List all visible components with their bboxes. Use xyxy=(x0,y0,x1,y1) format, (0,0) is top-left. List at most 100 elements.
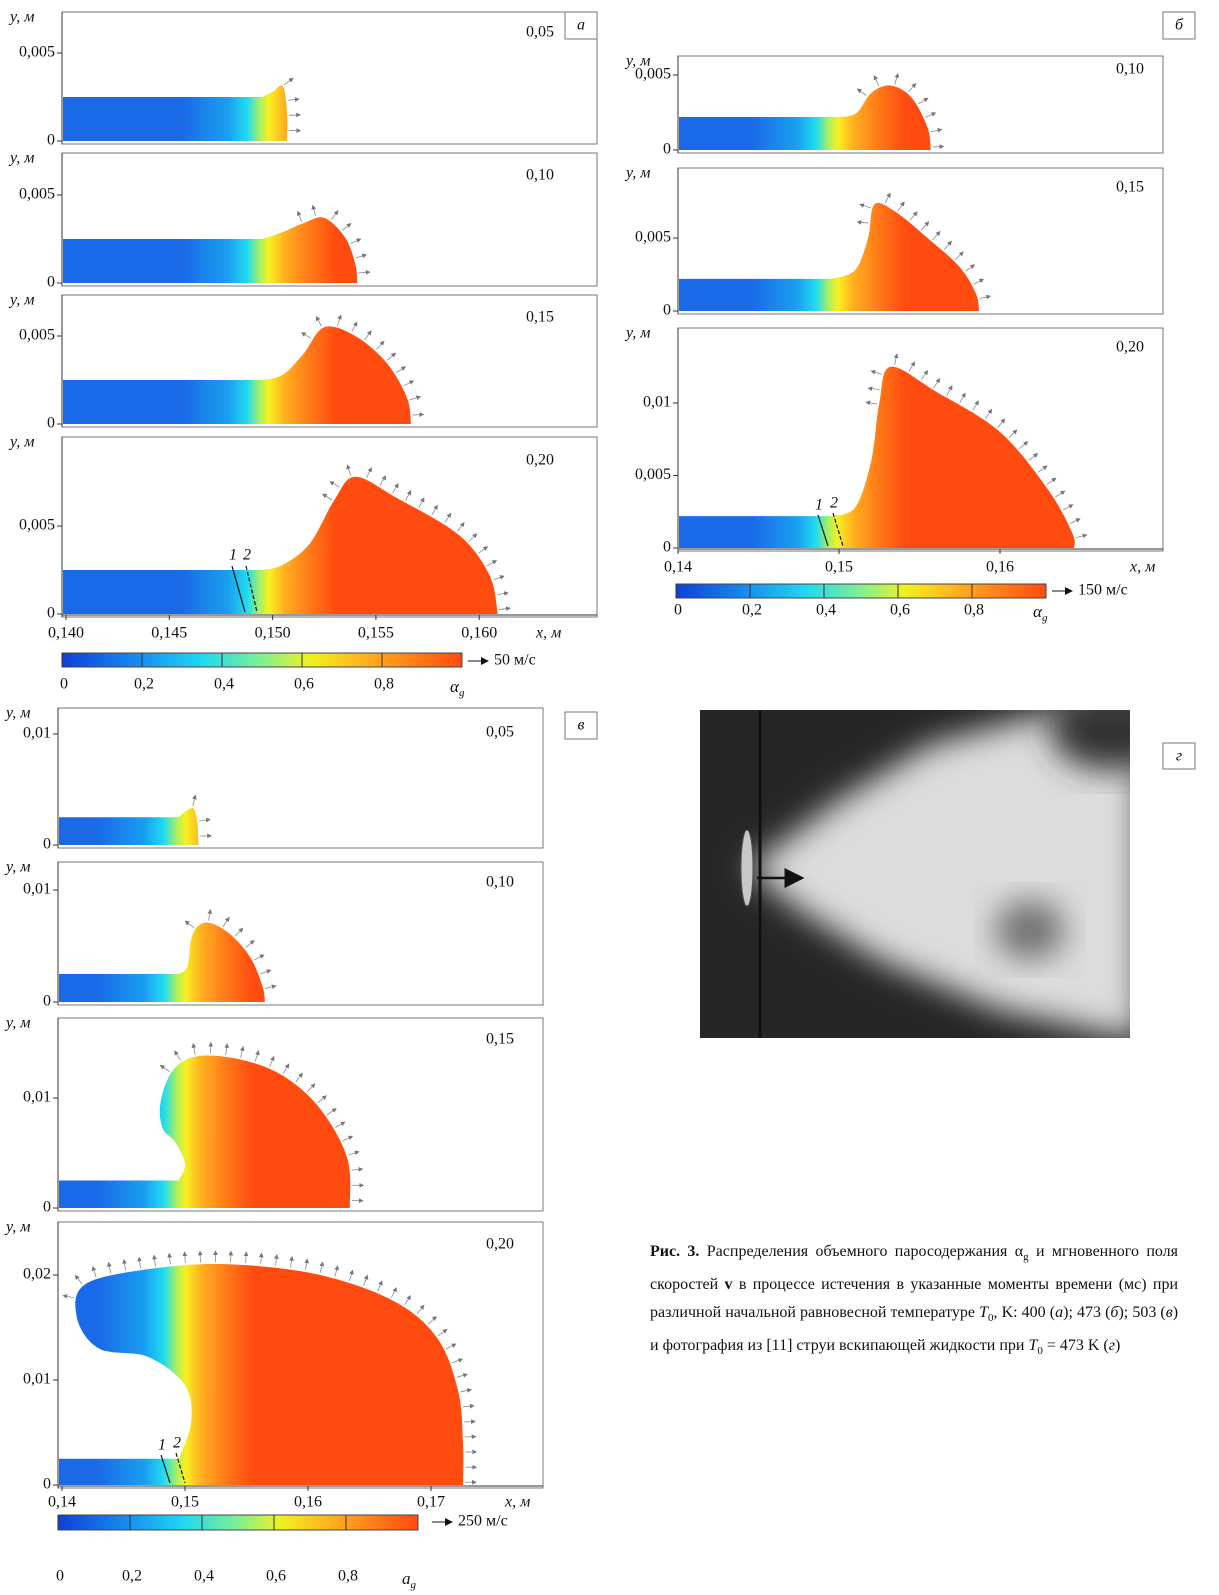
y-tick-label: 0,01 xyxy=(23,881,51,898)
panel-letter: г xyxy=(1176,748,1182,765)
y-tick-label: 0,01 xyxy=(23,1371,51,1388)
y-tick-label: 0,02 xyxy=(23,1266,51,1283)
jet-shadow xyxy=(995,900,1065,960)
caption-text: в процессе истечения в указанные моменты… xyxy=(650,1276,1179,1322)
velocity-arrow xyxy=(184,920,195,929)
velocity-arrow xyxy=(1046,477,1057,485)
colorbar-label: αg xyxy=(450,677,465,699)
velocity-arrow xyxy=(897,201,905,212)
caption-text: ) xyxy=(1115,1337,1121,1355)
velocity-arrow xyxy=(307,1083,316,1093)
velocity-arrow xyxy=(908,82,917,93)
panel: в 0 0,01 y, м 0,05 0 0,01 y, м 0,10 0 0,01 y, м 0,15… xyxy=(4,705,598,1591)
velocity-arrow xyxy=(366,467,372,478)
velocity-arrow xyxy=(351,321,358,332)
colorbar-tick-label: 0,4 xyxy=(214,676,234,693)
colorbar-label-symbol: a xyxy=(402,1569,411,1588)
velocity-arrow xyxy=(296,210,302,222)
y-tick-label: 0 xyxy=(43,993,51,1010)
caption-text: ) и фотография из [11] струи вскипающей … xyxy=(650,1304,1179,1355)
colorbar-tick-label: 0,2 xyxy=(122,1568,142,1585)
time-label: 0,20 xyxy=(486,1236,514,1253)
marker-label: 1 xyxy=(815,497,823,514)
caption-letter: в xyxy=(1165,1304,1173,1322)
photo xyxy=(700,710,1130,1038)
velocity-arrow xyxy=(457,522,465,532)
caption-subscript: 0 xyxy=(1037,1345,1043,1358)
marker-line xyxy=(160,1454,171,1484)
velocity-arrow xyxy=(445,1343,457,1350)
velocity-arrow xyxy=(921,369,929,380)
y-axis-label: y, м xyxy=(4,859,30,876)
velocity-arrow xyxy=(404,1295,411,1306)
y-tick-label: 0,005 xyxy=(19,327,55,344)
y-tick-label: 0,005 xyxy=(19,517,55,534)
velocity-arrow xyxy=(870,369,882,375)
letter-box xyxy=(564,711,598,740)
y-tick-label: 0,01 xyxy=(23,1089,51,1106)
x-tick-label: 0,14 xyxy=(48,1494,76,1511)
caption-text: , K: 400 ( xyxy=(993,1304,1056,1322)
velocity-arrow xyxy=(893,353,899,365)
y-tick-label: 0 xyxy=(47,605,55,622)
nozzle-disc xyxy=(740,829,754,907)
velocity-arrow xyxy=(315,315,322,327)
colorbar-tick-label: 0,6 xyxy=(266,1568,286,1585)
velocity-arrow xyxy=(451,1358,464,1364)
y-tick-label: 0,005 xyxy=(635,66,671,83)
y-tick-label: 0,005 xyxy=(19,186,55,203)
caption-letter: б xyxy=(1110,1304,1119,1322)
velocity-arrow xyxy=(363,1274,369,1286)
velocity-arrow xyxy=(499,606,511,612)
velocity-arrow xyxy=(355,253,368,259)
x-tick-label: 0,150 xyxy=(255,625,291,642)
velocity-arrow xyxy=(925,112,937,118)
velocity-arrow xyxy=(300,332,312,339)
velocity-arrow xyxy=(282,1063,290,1074)
velocity-arrow xyxy=(319,1261,325,1274)
velocity-scale-label: 250 м/с xyxy=(458,1513,508,1530)
marker-label: 2 xyxy=(830,495,838,512)
time-label: 0,15 xyxy=(526,309,554,326)
colorbar-tick-label: 0,4 xyxy=(816,602,836,619)
x-tick-label: 0,15 xyxy=(825,559,853,576)
caption-label: Рис. 3. xyxy=(650,1243,700,1260)
panel: а 0 0,005 y, м 0,05 0 0,005 y, м 0,10 0 0,005 y, м 0… xyxy=(8,9,598,699)
caption: Рис. 3. Распределения объемного паросоде… xyxy=(650,1238,1178,1366)
marker-label: 2 xyxy=(243,547,251,564)
x-axis-label: x, м xyxy=(535,625,561,642)
velocity-arrow xyxy=(358,269,371,275)
velocity-arrow xyxy=(486,560,498,567)
marker-line xyxy=(175,1452,186,1484)
marker-line xyxy=(245,565,258,613)
velocity-arrow xyxy=(972,400,979,411)
velocity-arrow xyxy=(468,533,478,542)
x-tick-label: 0,16 xyxy=(294,1494,322,1511)
velocity-arrow xyxy=(253,954,265,961)
velocity-arrow xyxy=(379,475,387,486)
velocity-arrow xyxy=(1028,453,1039,461)
velocity-arrow xyxy=(943,240,952,250)
caption-subscript: g xyxy=(1023,1251,1029,1264)
velocity-arrow xyxy=(409,395,422,401)
velocity-arrow xyxy=(199,817,211,823)
colorbar-label-subscript: g xyxy=(411,1579,417,1591)
velocity-arrow xyxy=(856,88,867,96)
velocity-arrow xyxy=(921,221,930,231)
y-tick-label: 0 xyxy=(663,539,671,556)
colorbar-tick-label: 0,2 xyxy=(134,676,154,693)
x-tick-label: 0,14 xyxy=(664,559,692,576)
velocity-arrow xyxy=(856,220,869,225)
colorbar-label-symbol: α xyxy=(1033,602,1043,621)
y-axis-label: y, м xyxy=(624,53,650,70)
velocity-arrow xyxy=(364,330,372,340)
x-tick-label: 0,16 xyxy=(986,559,1014,576)
velocity-arrow xyxy=(1019,441,1029,450)
y-tick-label: 0,005 xyxy=(635,229,671,246)
y-axis-label: y, м xyxy=(4,1219,30,1236)
velocity-arrow xyxy=(918,97,929,105)
velocity-arrow xyxy=(1075,533,1088,539)
colorbar-tick-label: 0 xyxy=(56,1568,64,1585)
y-axis-label: y, м xyxy=(8,9,34,26)
velocity-arrow xyxy=(182,1251,188,1264)
